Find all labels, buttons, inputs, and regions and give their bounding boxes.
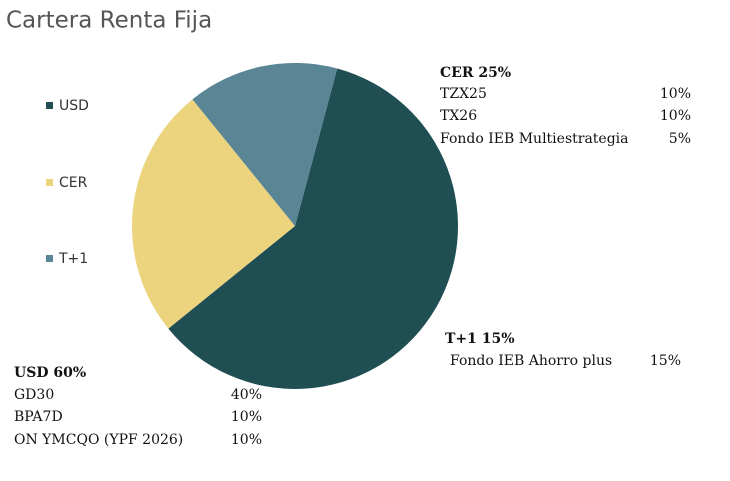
annotation-value: 10% [231,432,262,448]
annotation-title: CER 25% [440,65,511,81]
annotation-value: 15% [650,353,681,369]
annotation-title: T+1 15% [445,331,515,347]
legend-marker [46,255,53,262]
legend-marker [46,179,53,186]
annotation-value: 5% [669,131,691,147]
annotation-value: 10% [231,409,262,425]
legend-marker [46,102,53,109]
annotation-item: Fondo IEB Multiestrategia [440,131,629,147]
pie-slice [168,68,459,390]
legend-label: USD [59,98,89,114]
annotation-item: GD30 [14,387,54,403]
annotation-value: 10% [660,86,691,102]
annotation-item: TZX25 [440,86,487,102]
annotation-title: USD 60% [14,365,86,381]
annotation-item: ON YMCQO (YPF 2026) [14,432,183,448]
annotation-value: 10% [660,108,691,124]
annotation-item: Fondo IEB Ahorro plus [450,353,612,369]
annotation-item: BPA7D [14,409,63,425]
chart-title: Cartera Renta Fija [6,8,212,34]
legend-label: T+1 [58,251,88,267]
pie-slice [192,62,338,226]
annotation-value: 40% [231,387,262,403]
pie-slice [132,99,295,329]
legend-label: CER [59,175,88,191]
annotation-item: TX26 [440,108,477,124]
